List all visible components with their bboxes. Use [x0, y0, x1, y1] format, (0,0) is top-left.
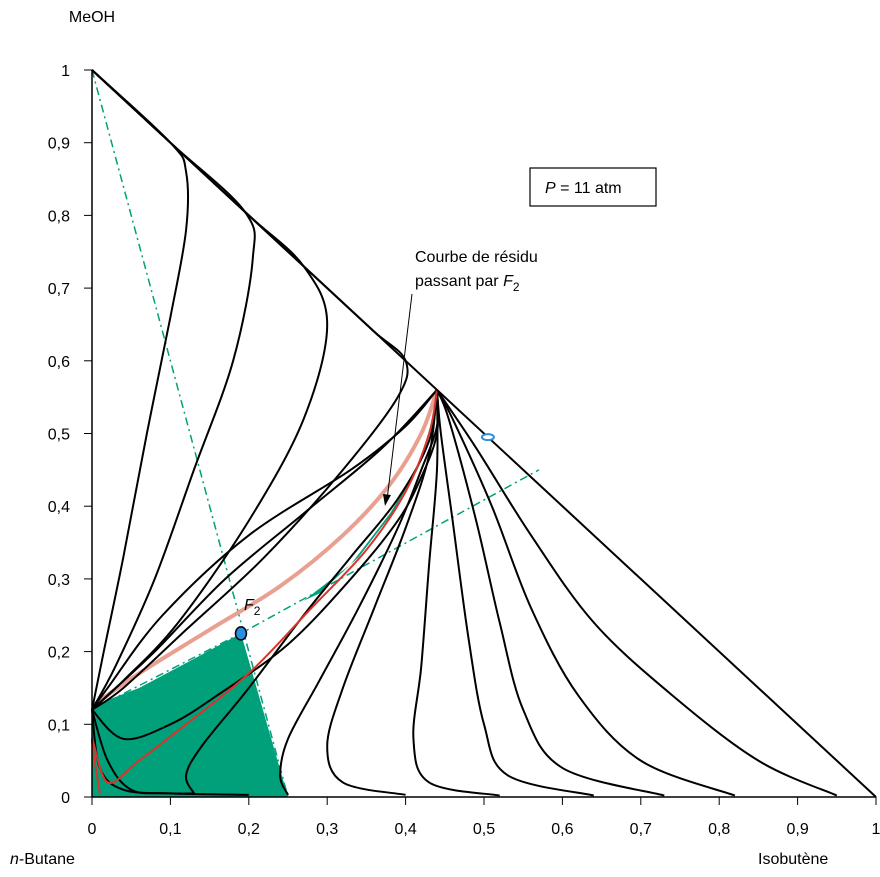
y-tick-label: 0,7: [48, 281, 70, 298]
pressure-box: P = 11 atm: [529, 167, 657, 207]
feed-label: F2: [244, 597, 261, 618]
x-tick-label: 0,4: [394, 821, 416, 838]
boundary-curve-0: [91, 709, 249, 796]
residue-curve-lower-6: [436, 389, 665, 797]
feed-label-sub: 2: [254, 604, 261, 618]
x-tick-label: 1: [872, 821, 880, 838]
y-tick-label: 0,8: [48, 208, 70, 225]
annotation-sub: 2: [513, 280, 520, 294]
residue-highlight-curve: [90, 389, 439, 708]
x-tick-label: 0,1: [159, 821, 181, 838]
y-tick-label: 0,9: [48, 136, 70, 153]
residue-curve-lower-7: [436, 389, 736, 797]
annotation-italic: F: [503, 273, 514, 290]
y-tick-label: 1: [61, 63, 70, 80]
x-axis-left-title: n-Butane: [10, 851, 75, 868]
y-tick-label: 0,6: [48, 354, 70, 371]
residue-annotation: Courbe de résidu passant par F2: [383, 249, 538, 506]
azeotrope-point: [480, 433, 495, 442]
x-left-italic: n: [10, 851, 19, 868]
x-left-rest: -Butane: [19, 851, 75, 868]
fill-region-0: [92, 633, 288, 797]
x-tick-label: 0,9: [786, 821, 808, 838]
x-tick-label: 0: [88, 821, 97, 838]
x-tick-label: 0,2: [238, 821, 260, 838]
y-tick-label: 0,5: [48, 427, 70, 444]
feed-point: [234, 626, 248, 641]
y-tick-label: 0: [61, 790, 70, 807]
residue-curve-upper-5: [91, 389, 438, 711]
y-tick-label: 0,3: [48, 572, 70, 589]
x-tick-label: 0,7: [630, 821, 652, 838]
y-tick-label: 0,1: [48, 717, 70, 734]
pressure-label: P = 11 atm: [545, 180, 622, 197]
residue-curve-upper-2: [91, 69, 329, 711]
annotation-prefix: passant par: [415, 273, 503, 290]
y-tick-label: 0,4: [48, 499, 70, 516]
y-axis-title: MeOH: [69, 9, 115, 26]
x-tick-label: 0,3: [316, 821, 338, 838]
residue-curve-lower-5: [435, 389, 594, 797]
annotation-arrow-line: [386, 293, 413, 501]
annotation-arrow-head: [383, 494, 391, 506]
residue-curves: [90, 69, 838, 797]
hypotenuse: [91, 69, 877, 798]
y-tick-label: 0,2: [48, 645, 70, 662]
residue-red-curve: [90, 389, 438, 794]
feed-label-italic: F: [244, 597, 255, 614]
x-axis-right-title: Isobutène: [758, 851, 828, 868]
x-tick-label: 0,8: [708, 821, 730, 838]
ticks: 0 0,1 0,2 0,3 0,4 0,5 0,6 0,7 0,8 0,9 1 0 0,1 0,2 0,3 0…: [48, 63, 880, 838]
residue-curve-lower-4: [412, 389, 500, 797]
points: [234, 433, 495, 641]
annotation-line2: passant par F2: [415, 273, 520, 294]
residue-curve-lower-3: [326, 389, 438, 796]
pressure-symbol: P: [545, 180, 556, 197]
pressure-value: = 11 atm: [556, 180, 622, 197]
x-tick-label: 0,6: [551, 821, 573, 838]
fill-regions: [92, 462, 422, 797]
x-tick-label: 0,5: [473, 821, 495, 838]
residue-curve-upper-1: [91, 69, 256, 711]
pressure-box-frame: [529, 167, 657, 207]
residue-curve-lower-8: [436, 389, 838, 797]
residue-curve-upper-4: [91, 389, 438, 711]
annotation-line1: Courbe de résidu: [415, 249, 538, 266]
